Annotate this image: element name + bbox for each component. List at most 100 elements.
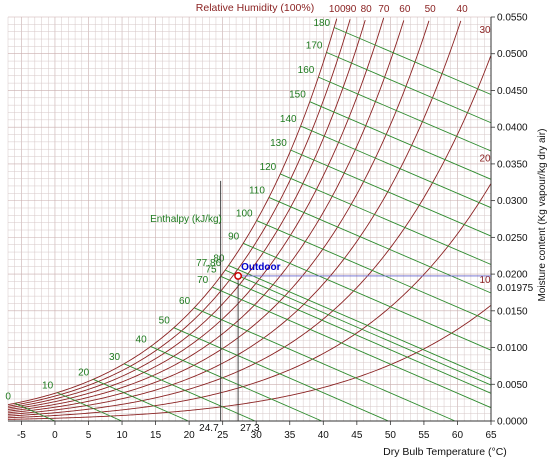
enthalpy-label: 0 [5, 391, 11, 402]
rh-curve [7, 19, 351, 407]
enthalpy-label: 90 [228, 231, 240, 242]
y-tick-label: 0.0350 [497, 159, 528, 170]
rh-label: 40 [457, 4, 469, 15]
enthalpy-line [256, 220, 492, 322]
enthalpy-label: 40 [136, 334, 148, 345]
rh-label: 10 [479, 275, 491, 286]
enthalpy-label: 140 [280, 114, 297, 125]
y-tick-label: 0.0300 [497, 196, 528, 207]
outdoor-state-point [234, 271, 243, 280]
rh-curve [7, 20, 405, 412]
enthalpy-label: 70 [197, 275, 209, 286]
x-tick-label: 55 [418, 430, 430, 441]
rh-label: 60 [399, 4, 411, 15]
rh-label: 50 [425, 4, 437, 15]
enthalpy-line [150, 346, 322, 422]
enthalpy-line [309, 101, 492, 180]
enthalpy-line [228, 265, 492, 380]
enthalpy-line [268, 197, 492, 294]
x-tick-label: 65 [485, 430, 497, 441]
x-tick-label: 10 [116, 430, 128, 441]
enthalpy-label: 180 [313, 18, 330, 29]
x-tick-label: 25 [217, 430, 229, 441]
y-tick-label: 0.0500 [497, 49, 528, 60]
chart-title: Relative Humidity (100%) [196, 2, 314, 14]
x-tick-label: 35 [284, 430, 296, 441]
enthalpy-label: 10 [42, 381, 54, 392]
rh-label: 30 [479, 25, 491, 36]
enthalpy-line [280, 173, 492, 265]
y-tick-label: 0.0200 [497, 270, 528, 281]
enthalpy-line [300, 125, 492, 209]
rh-label: 80 [361, 4, 373, 15]
rh-curve [7, 20, 366, 409]
enthalpy-line [224, 269, 492, 386]
y-tick-label: 0.0100 [497, 343, 528, 354]
enthalpy-label: 80 [213, 253, 225, 264]
enthalpy-label: 30 [109, 352, 121, 363]
enthalpy-label: 160 [298, 65, 315, 76]
rh-curve [7, 20, 430, 414]
enthalpy-label: 75 [205, 264, 217, 275]
chart-axes: -5 0 5 10 15 20 25 30 35 40 45 50 55 60 650.0000 0.0050… [8, 13, 528, 441]
outdoor-dry-bulb-label: 27.3 [240, 423, 260, 434]
rh-curve [7, 55, 492, 417]
enthalpy-label: 50 [159, 316, 171, 327]
rh-curve [7, 18, 338, 406]
enthalpy-line [212, 286, 492, 409]
rh-label: 90 [345, 4, 357, 15]
x-tick-label: 45 [351, 430, 363, 441]
enthalpy-label: 60 [179, 296, 191, 307]
rh-label: 70 [378, 4, 390, 15]
rh-label: 100 [329, 4, 346, 15]
enthalpy-line [290, 149, 492, 237]
y-axis-label: Moisture content (Kg vapour/kg dry air) [537, 129, 548, 302]
enthalpy-line [173, 327, 389, 422]
enthalpy-label: 77.86 [196, 258, 221, 269]
rh-curve [7, 20, 462, 415]
y-tick-label: 0.0550 [497, 13, 528, 24]
enthalpy-line [243, 242, 492, 351]
y-tick-label: 0.0050 [497, 380, 528, 391]
enthalpy-line [333, 27, 492, 95]
x-tick-label: 60 [452, 430, 464, 441]
enthalpy-line [56, 392, 122, 422]
rh-curve [7, 304, 492, 420]
x-tick-label: -5 [17, 430, 26, 441]
x-tick-label: 50 [385, 430, 397, 441]
y-tick-label: 0.0150 [497, 306, 528, 317]
enthalpy-label: 100 [236, 209, 253, 220]
y-tick-label: 0.0400 [497, 123, 528, 134]
enthalpy-axis-label: Enthalpy (kJ/kg) [150, 214, 222, 225]
wet-bulb-label: 24.7 [199, 423, 219, 434]
enthalpy-label: 20 [78, 367, 90, 378]
chart-annotations: Outdoor 0.01975 27.3 24.7 [199, 180, 534, 434]
x-tick-label: 40 [318, 430, 330, 441]
x-tick-label: 30 [251, 430, 263, 441]
y-tick-label: 0.0450 [497, 86, 528, 97]
enthalpy-label: 120 [260, 162, 277, 173]
x-tick-label: 0 [52, 430, 58, 441]
outdoor-point-label: Outdoor [241, 262, 281, 273]
outdoor-moisture-label: 0.01975 [497, 283, 534, 294]
enthalpy-line [318, 76, 492, 152]
y-tick-label: 0.0250 [497, 233, 528, 244]
enthalpy-label: 150 [289, 90, 306, 101]
enthalpy-label: 110 [249, 185, 265, 196]
rh-label: 20 [479, 153, 491, 164]
x-tick-label: 15 [150, 430, 162, 441]
enthalpy-line [326, 51, 492, 124]
rh-curve [7, 183, 492, 419]
enthalpy-label: 130 [270, 138, 287, 149]
enthalpy-label: 170 [306, 40, 323, 51]
enthalpy-line [220, 275, 492, 394]
enthalpy-line [193, 307, 456, 422]
y-tick-label: 0.0000 [497, 417, 528, 428]
x-tick-label: 5 [86, 430, 92, 441]
x-axis-label: Dry Bulb Temperature (°C) [383, 446, 507, 458]
enthalpy-line [123, 363, 256, 422]
enthalpy-line [93, 378, 189, 422]
